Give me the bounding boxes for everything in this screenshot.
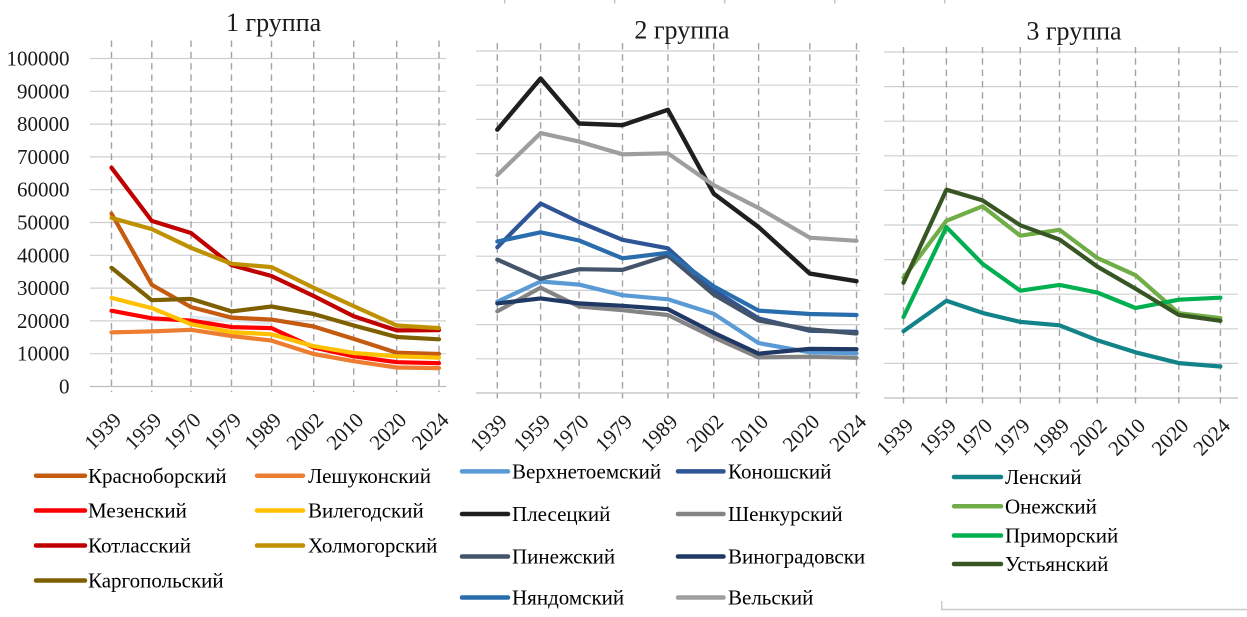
- svg-text:1 группа: 1 группа: [226, 8, 322, 37]
- svg-text:0: 0: [59, 375, 70, 399]
- svg-text:Вилегодский: Вилегодский: [308, 499, 424, 523]
- svg-text:50000: 50000: [17, 211, 70, 235]
- svg-text:80000: 80000: [17, 112, 70, 136]
- svg-text:Ленский: Ленский: [1005, 465, 1082, 489]
- svg-text:Верхнетоемский: Верхнетоемский: [512, 460, 661, 484]
- svg-text:Приморский: Приморский: [1005, 524, 1118, 548]
- svg-text:Холмогорский: Холмогорский: [308, 534, 437, 558]
- svg-text:100000: 100000: [7, 47, 70, 71]
- svg-text:Красноборский: Красноборский: [88, 464, 227, 488]
- svg-text:3 группа: 3 группа: [1026, 16, 1122, 45]
- svg-text:60000: 60000: [17, 178, 70, 202]
- svg-text:Мезенский: Мезенский: [88, 499, 187, 523]
- svg-text:Онежский: Онежский: [1005, 495, 1097, 519]
- svg-text:10000: 10000: [17, 342, 70, 366]
- svg-text:30000: 30000: [17, 276, 70, 300]
- svg-text:70000: 70000: [17, 145, 70, 169]
- svg-text:Пинежский: Пинежский: [512, 545, 615, 569]
- svg-text:Лешуконский: Лешуконский: [308, 464, 431, 488]
- svg-text:90000: 90000: [17, 79, 70, 103]
- svg-text:2 группа: 2 группа: [634, 16, 730, 45]
- svg-text:Каргопольский: Каргопольский: [88, 569, 224, 593]
- svg-text:Шенкурский: Шенкурский: [728, 502, 843, 526]
- svg-text:Котласский: Котласский: [88, 534, 191, 558]
- svg-text:Коношский: Коношский: [728, 460, 831, 484]
- svg-text:20000: 20000: [17, 309, 70, 333]
- svg-text:Вельский: Вельский: [728, 586, 813, 610]
- svg-text:Плесецкий: Плесецкий: [512, 502, 610, 526]
- svg-text:40000: 40000: [17, 243, 70, 267]
- svg-text:Устьянский: Устьянский: [1005, 552, 1108, 576]
- svg-text:Няндомский: Няндомский: [512, 586, 624, 610]
- svg-text:Виноградовски: Виноградовски: [728, 545, 865, 569]
